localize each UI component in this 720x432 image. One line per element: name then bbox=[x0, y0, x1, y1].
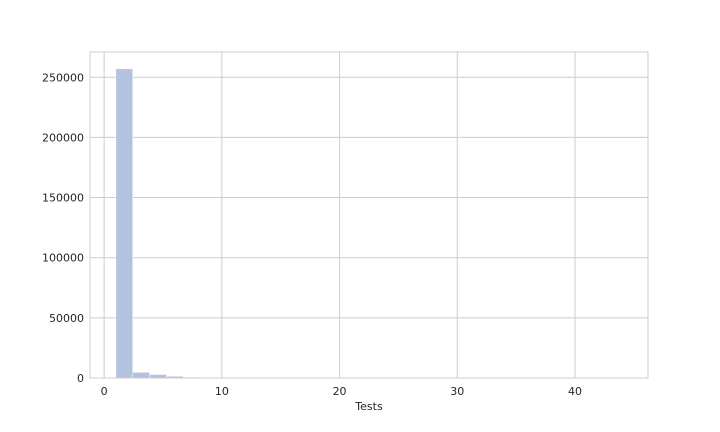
y-tick-label-4: 200000 bbox=[42, 131, 84, 144]
histogram-bar-0 bbox=[115, 68, 133, 379]
y-tick-label-2: 100000 bbox=[42, 252, 84, 265]
y-tick-label-1: 50000 bbox=[49, 312, 84, 325]
y-tick-labels: 0 50000 100000 150000 200000 250000 bbox=[42, 71, 84, 385]
histogram-bars bbox=[115, 68, 623, 379]
x-tick-label-0: 0 bbox=[101, 385, 108, 398]
histogram-bar-1 bbox=[132, 372, 150, 379]
x-tick-label-4: 40 bbox=[568, 385, 582, 398]
x-tick-labels: 0 10 20 30 40 bbox=[101, 385, 582, 398]
y-tick-label-3: 150000 bbox=[42, 192, 84, 205]
y-tick-label-5: 250000 bbox=[42, 71, 84, 84]
plot-frame bbox=[89, 51, 649, 379]
grid-lines bbox=[90, 52, 648, 379]
y-tick-label-0: 0 bbox=[77, 372, 84, 385]
x-tick-label-1: 10 bbox=[215, 385, 229, 398]
histogram-bar-2 bbox=[149, 374, 167, 379]
x-tick-label-2: 20 bbox=[333, 385, 347, 398]
x-axis-label: Tests bbox=[354, 400, 383, 413]
x-tick-label-3: 30 bbox=[450, 385, 464, 398]
